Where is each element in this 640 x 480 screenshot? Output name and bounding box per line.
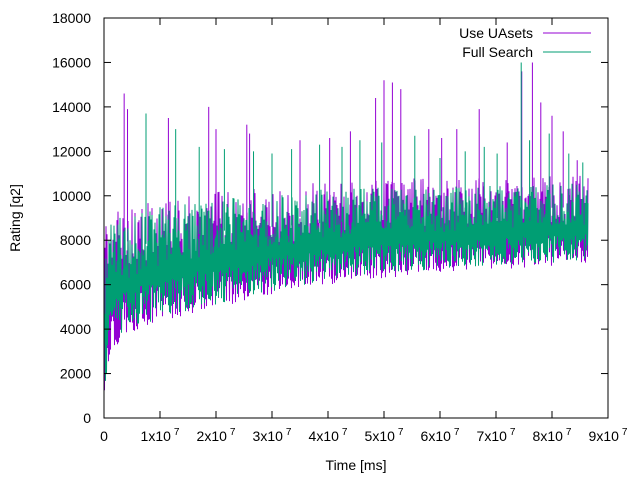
y-tick-label: 14000	[52, 99, 91, 115]
x-tick-exponent: 7	[230, 427, 236, 438]
x-tick-exponent: 7	[174, 427, 180, 438]
y-axis-label: Rating [q2]	[7, 184, 23, 252]
y-tick-label: 6000	[60, 277, 91, 293]
x-tick-mantissa: 2x10	[197, 428, 228, 444]
x-tick-mantissa: 1x10	[141, 428, 172, 444]
x-tick-exponent: 7	[398, 427, 404, 438]
x-tick-mantissa: 8x10	[533, 428, 564, 444]
x-tick-label: 6x10 7	[421, 427, 460, 444]
x-tick-exponent: 7	[286, 427, 292, 438]
x-tick-mantissa: 5x10	[365, 428, 396, 444]
x-tick-mantissa: 3x10	[253, 428, 284, 444]
x-tick-exponent: 7	[566, 427, 572, 438]
x-tick-label: 3x10 7	[253, 427, 292, 444]
x-tick-label: 2x10 7	[197, 427, 236, 444]
x-tick-exponent: 7	[342, 427, 348, 438]
x-tick-mantissa: 6x10	[421, 428, 452, 444]
x-tick-mantissa: 4x10	[309, 428, 340, 444]
x-tick-mantissa: 0	[100, 428, 108, 444]
ticks-layer: 0 2000 4000 6000 8000 10000 12000 14000 16000 180…	[52, 10, 628, 444]
y-tick-label: 12000	[52, 143, 91, 159]
x-tick-exponent: 7	[622, 427, 628, 438]
x-tick-label: 7x10 7	[477, 427, 516, 444]
y-tick-label: 16000	[52, 54, 91, 70]
y-tick-label: 4000	[60, 321, 91, 337]
series-line-1	[103, 183, 589, 381]
x-tick-label: 0	[100, 428, 108, 444]
x-tick-label: 4x10 7	[309, 427, 348, 444]
x-tick-exponent: 7	[510, 427, 516, 438]
y-tick-label: 0	[83, 410, 91, 426]
series-layer	[103, 62, 589, 391]
x-tick-label: 9x10 7	[589, 427, 628, 444]
y-tick-label: 18000	[52, 10, 91, 26]
x-tick-exponent: 7	[454, 427, 460, 438]
x-axis-label: Time [ms]	[326, 457, 387, 473]
x-tick-label: 8x10 7	[533, 427, 572, 444]
x-tick-mantissa: 7x10	[477, 428, 508, 444]
y-tick-label: 10000	[52, 188, 91, 204]
y-tick-label: 2000	[60, 366, 91, 382]
legend-label-full-search: Full Search	[462, 44, 533, 60]
y-tick-label: 8000	[60, 232, 91, 248]
x-tick-label: 1x10 7	[141, 427, 180, 444]
x-tick-label: 5x10 7	[365, 427, 404, 444]
legend: Use UAsets Full Search	[459, 25, 591, 60]
legend-label-use-uasets: Use UAsets	[459, 25, 533, 41]
plot-frame	[103, 17, 609, 419]
x-tick-mantissa: 9x10	[589, 428, 620, 444]
